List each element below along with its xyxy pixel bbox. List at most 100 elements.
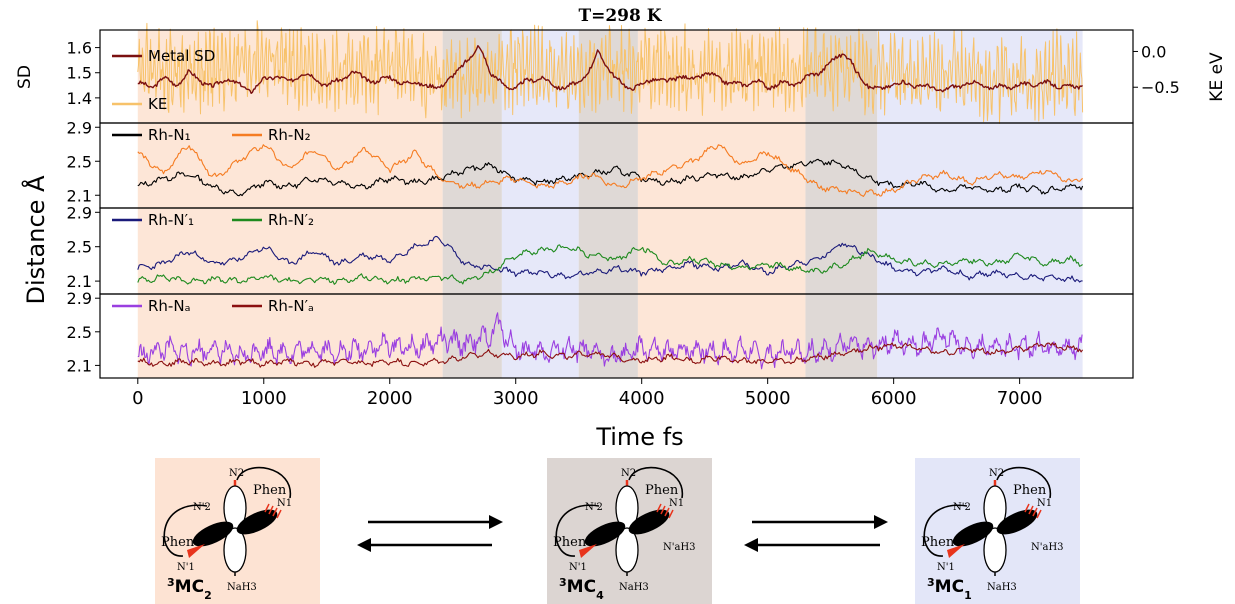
x-tick-label-2: 2000 — [367, 388, 413, 409]
legend-label-p3-0: Rh-Nₐ — [148, 297, 190, 315]
atom-label-n1: N1 — [1037, 498, 1052, 509]
atom-label-n2: N2 — [229, 468, 244, 479]
n1-hash-bond — [1036, 509, 1042, 519]
legend-label-p3-1: Rh-N′ₐ — [268, 297, 314, 315]
n1-hash-bond — [664, 507, 670, 517]
phen-ligand-arc — [236, 466, 291, 499]
arrow-forward-1-head — [489, 515, 503, 529]
atom-label-na-prime: N'aH3 — [663, 542, 696, 553]
plot-area: 1.4 1.5 1.6 0.0 −0.5 SD KE eV Metal SD KE 2.1 2.5 2… — [15, 20, 1227, 409]
n1-hash-bond — [276, 509, 282, 519]
n1-hash-bond — [1024, 503, 1030, 513]
orbital-lobe-left — [952, 521, 994, 547]
series-line-p0-s0 — [137, 45, 1083, 94]
atom-label-n2-prime: N'2 — [953, 502, 971, 513]
orbital-lobe-right — [236, 509, 278, 535]
atom-label-na: NaH3 — [987, 582, 1017, 593]
atom-label-n1-prime: N'1 — [177, 562, 195, 573]
atom-label-na: NaH3 — [227, 582, 257, 593]
n1-hash-bond — [272, 507, 278, 517]
top-panel-right-y-label: KE eV — [1207, 52, 1227, 102]
phen-prime-ligand-arc — [923, 504, 968, 557]
y-tick-label-p2-0: 2.1 — [67, 272, 92, 291]
structure-mc4: N2 N1 N'2 N'1 N'aH3 NaH3 Phen Phen' 3MC4 — [547, 458, 712, 604]
ligand-label-phen-prime: Phen' — [553, 535, 590, 550]
y-right-tick-label-1: −0.5 — [1141, 78, 1180, 97]
panel-frame-3 — [99, 293, 1134, 379]
phen-prime-ligand-arc — [555, 504, 600, 557]
mechanism-scheme: N2 N1 N'2 N'1 NaH3 Phen Phen' 3MC2 N2 N1 N'2 N'1 N'a… — [155, 458, 1080, 604]
y-tick-label-p2-1: 2.5 — [67, 238, 92, 257]
phen-ligand-arc — [628, 466, 683, 499]
legend-label-p0-0: Metal SD — [148, 47, 215, 65]
legend-label-p1-1: Rh-N₂ — [268, 126, 311, 144]
n1-hash-bond — [660, 505, 666, 515]
phen-prime-ligand-arc — [163, 504, 208, 557]
atom-label-n1: N1 — [277, 498, 292, 509]
top-panel-y-label: SD — [15, 65, 35, 89]
legend-label-p2-1: Rh-N′₂ — [268, 211, 314, 229]
y-tick-label-p3-0: 2.1 — [67, 356, 92, 375]
arrow-forward-2-head — [874, 515, 888, 529]
x-tick-label-5: 5000 — [745, 388, 791, 409]
atom-label-n1: N1 — [669, 498, 684, 509]
x-tick-label-0: 0 — [132, 388, 143, 409]
ligand-label-phen: Phen — [645, 483, 679, 498]
orbital-lobe-bottom — [615, 527, 639, 573]
atom-label-n1-prime: N'1 — [569, 562, 587, 573]
legend-label-p0-1: KE — [148, 95, 167, 113]
n1-hash-bond — [668, 509, 674, 519]
ligand-label-phen-prime: Phen' — [921, 535, 958, 550]
n1-hash-bond — [264, 503, 270, 513]
series-line-p3-s1 — [137, 342, 1084, 368]
orbital-lobe-bottom — [223, 527, 247, 573]
atom-label-na-prime: N'aH3 — [1031, 542, 1064, 553]
state-label-mc4: 3MC4 — [559, 576, 604, 602]
y-tick-label-p0-2: 1.6 — [67, 39, 92, 58]
y-tick-label-p1-0: 2.1 — [67, 186, 92, 205]
n1-hash-bond — [1028, 505, 1034, 515]
n1-hash-bond — [656, 503, 662, 513]
y-tick-label-p1-2: 2.9 — [67, 118, 92, 137]
x-tick-label-7: 7000 — [997, 388, 1043, 409]
y-tick-label-p0-1: 1.5 — [67, 64, 92, 83]
n1-hash-bond — [1032, 507, 1038, 517]
n1p-wedge-bond — [947, 544, 965, 558]
series-line-p0-s1 — [137, 20, 1084, 124]
atom-label-n2: N2 — [989, 468, 1004, 479]
orbital-lobe-bottom — [983, 527, 1007, 573]
y-tick-label-p0-0: 1.4 — [67, 89, 92, 108]
atom-label-n2: N2 — [621, 468, 636, 479]
ligand-label-phen-prime: Phen' — [161, 535, 198, 550]
atom-label-n2-prime: N'2 — [585, 502, 603, 513]
y-tick-label-p3-2: 2.9 — [67, 289, 92, 308]
orbital-lobe-right — [628, 509, 670, 535]
phen-ligand-arc — [996, 466, 1051, 499]
y-right-tick-label-0: 0.0 — [1141, 42, 1166, 61]
n1p-wedge-bond — [187, 544, 205, 558]
x-axis-label: Time fs — [595, 423, 683, 451]
structure-mc2: N2 N1 N'2 N'1 NaH3 Phen Phen' 3MC2 — [155, 458, 320, 604]
arrow-backward-1-head — [357, 538, 371, 552]
state-label-mc1: 3MC1 — [927, 576, 972, 602]
x-tick-label-4: 4000 — [619, 388, 665, 409]
atom-label-n2-prime: N'2 — [193, 502, 211, 513]
ligand-label-phen: Phen — [1013, 483, 1047, 498]
structure-mc1: N2 N1 N'2 N'1 N'aH3 NaH3 Phen Phen' 3MC1 — [915, 458, 1080, 604]
series-line-p2-s1 — [137, 244, 1083, 285]
orbital-lobe-left — [584, 521, 626, 547]
ligand-label-phen: Phen — [253, 483, 287, 498]
series-line-p1-s1 — [137, 144, 1083, 197]
series-line-p2-s0 — [137, 235, 1083, 283]
n1p-wedge-bond — [579, 544, 597, 558]
atom-label-na: NaH3 — [619, 582, 649, 593]
x-tick-label-1: 1000 — [241, 388, 287, 409]
y-tick-label-p2-2: 2.9 — [67, 203, 92, 222]
legend-label-p2-0: Rh-N′₁ — [148, 211, 194, 229]
state-label-mc2: 3MC2 — [167, 576, 212, 602]
n1-hash-bond — [268, 505, 274, 515]
shared-y-axis-label: Distance Å — [21, 175, 50, 305]
chart-title: T=298 K — [578, 6, 662, 26]
x-tick-label-3: 3000 — [493, 388, 539, 409]
orbital-lobe-right — [996, 509, 1038, 535]
